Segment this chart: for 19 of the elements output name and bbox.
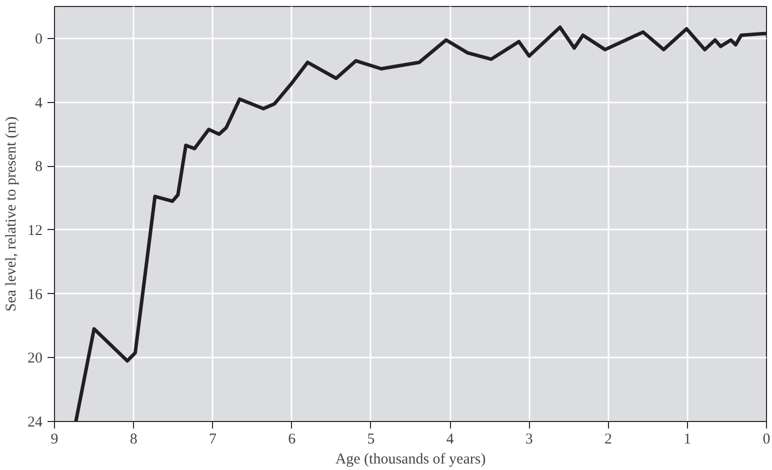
x-tick-label: 8 — [130, 432, 138, 448]
y-axis-title: Sea level, relative to present (m) — [4, 116, 20, 312]
x-tick-label: 5 — [367, 432, 375, 448]
x-tick-label: 9 — [50, 432, 58, 448]
y-tick-label: 4 — [35, 95, 43, 112]
x-tick-label: 3 — [525, 432, 533, 448]
x-tick-label: 4 — [446, 432, 454, 448]
x-tick-label: 2 — [604, 432, 612, 448]
x-tick-label: 1 — [684, 432, 692, 448]
y-tick-label: 0 — [35, 31, 42, 48]
y-tick-label: 12 — [28, 222, 42, 239]
y-tick-label: 24 — [28, 414, 43, 430]
x-tick-label: 7 — [208, 432, 217, 448]
y-tick-label: 16 — [28, 286, 43, 303]
y-tick-label: 20 — [28, 350, 42, 367]
x-tick-label: 0 — [762, 432, 770, 448]
y-tick-label: 8 — [35, 159, 42, 176]
x-axis-title: Age (thousands of years) — [335, 452, 486, 468]
x-tick-label: 6 — [288, 432, 296, 448]
